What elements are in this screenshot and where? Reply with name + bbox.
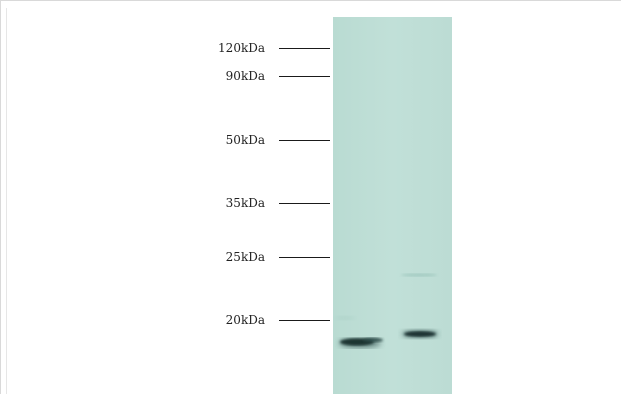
marker-50kda: 50kDa xyxy=(180,133,330,148)
band-lane2 xyxy=(404,331,436,337)
marker-tick xyxy=(279,76,330,77)
marker-label: 20kDa xyxy=(225,313,265,327)
marker-label: 90kDa xyxy=(225,69,265,83)
marker-tick xyxy=(279,320,330,321)
marker-tick xyxy=(279,257,330,258)
marker-label: 50kDa xyxy=(225,133,265,147)
faint-smudge xyxy=(335,316,355,320)
marker-label: 25kDa xyxy=(225,250,265,264)
marker-label: 35kDa xyxy=(225,196,265,210)
frame-divider xyxy=(6,8,7,394)
band-lane1-tail xyxy=(363,337,383,343)
marker-35kda: 35kDa xyxy=(180,196,330,211)
membrane-background xyxy=(333,17,452,394)
marker-25kda: 25kDa xyxy=(180,250,330,265)
marker-90kda: 90kDa xyxy=(180,69,330,84)
faint-band-lane2 xyxy=(401,273,437,277)
marker-tick xyxy=(279,203,330,204)
blot-membrane xyxy=(333,17,452,394)
marker-120kda: 120kDa xyxy=(180,41,330,56)
marker-tick xyxy=(279,140,330,141)
marker-tick xyxy=(279,48,330,49)
marker-20kda: 20kDa xyxy=(180,313,330,328)
marker-label: 120kDa xyxy=(218,41,265,55)
